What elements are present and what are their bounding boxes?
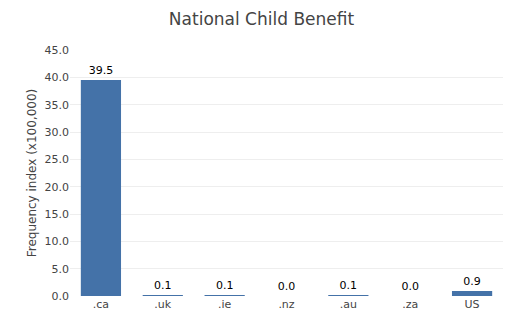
svg-text:0.0: 0.0 — [278, 280, 296, 293]
svg-text:0.1: 0.1 — [154, 279, 172, 292]
svg-text:.au: .au — [340, 298, 357, 311]
svg-text:.ca: .ca — [93, 298, 109, 311]
svg-text:30.0: 30.0 — [45, 126, 70, 139]
svg-text:35.0: 35.0 — [45, 99, 70, 112]
svg-text:0.0: 0.0 — [401, 280, 419, 293]
svg-text:0.1: 0.1 — [340, 279, 358, 292]
svg-text:10.0: 10.0 — [45, 235, 70, 248]
svg-text:.za: .za — [402, 298, 418, 311]
svg-text:.uk: .uk — [154, 298, 171, 311]
svg-text:15.0: 15.0 — [45, 208, 70, 221]
svg-text:0.1: 0.1 — [216, 279, 234, 292]
svg-text:25.0: 25.0 — [45, 153, 70, 166]
svg-text:39.5: 39.5 — [89, 64, 114, 77]
svg-text:National Child Benefit: National Child Benefit — [169, 9, 355, 29]
svg-text:.ie: .ie — [218, 298, 232, 311]
svg-text:Frequency index (x100,000): Frequency index (x100,000) — [25, 89, 39, 258]
svg-text:0.0: 0.0 — [52, 290, 70, 303]
svg-text:US: US — [465, 298, 480, 311]
svg-text:45.0: 45.0 — [45, 44, 70, 57]
svg-text:.nz: .nz — [278, 298, 294, 311]
svg-text:20.0: 20.0 — [45, 181, 70, 194]
svg-text:40.0: 40.0 — [45, 71, 70, 84]
svg-text:0.9: 0.9 — [463, 275, 481, 288]
svg-text:5.0: 5.0 — [52, 263, 70, 276]
